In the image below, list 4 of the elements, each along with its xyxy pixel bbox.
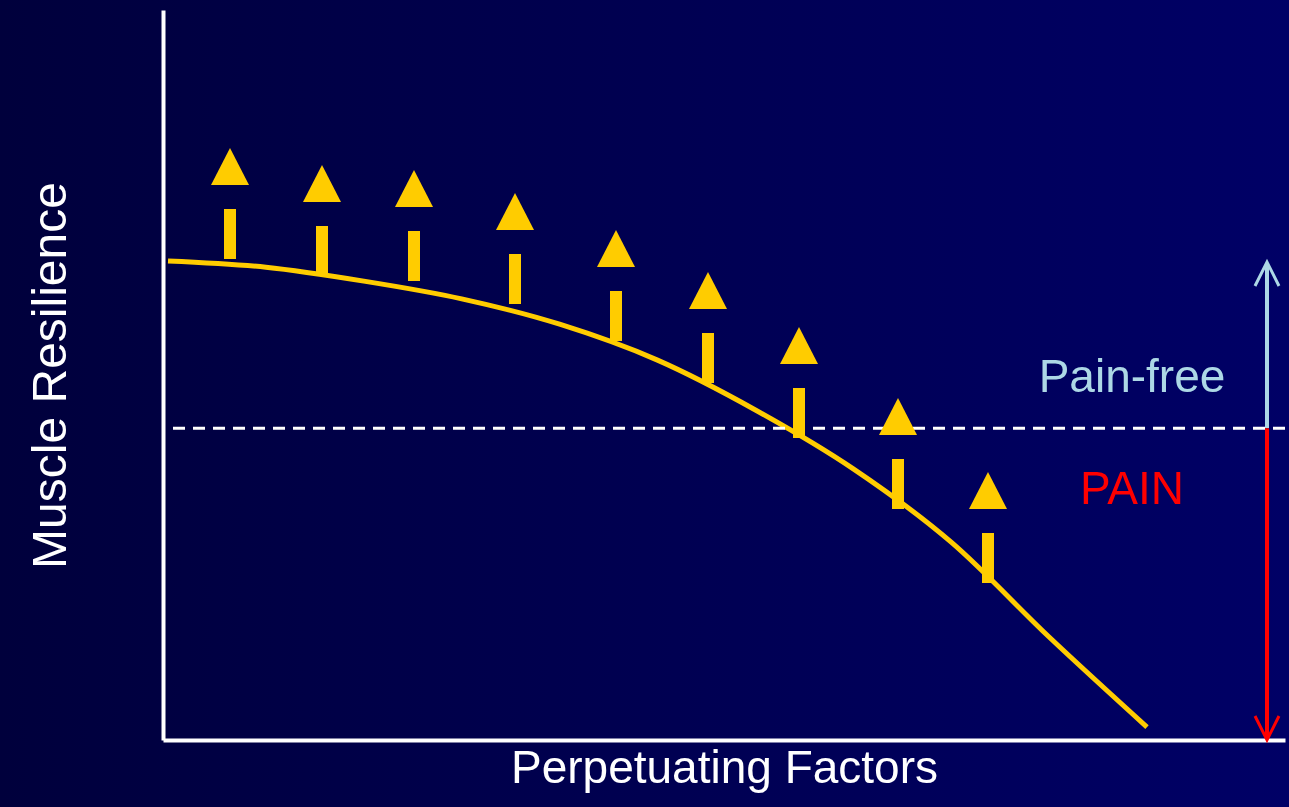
annotation: Pain-free [1038,350,1226,403]
x-axis-title: Perpetuating Factors [510,740,939,793]
y-axis-title: Muscle Resilience [22,182,76,569]
annotation: PAIN [1080,462,1184,515]
